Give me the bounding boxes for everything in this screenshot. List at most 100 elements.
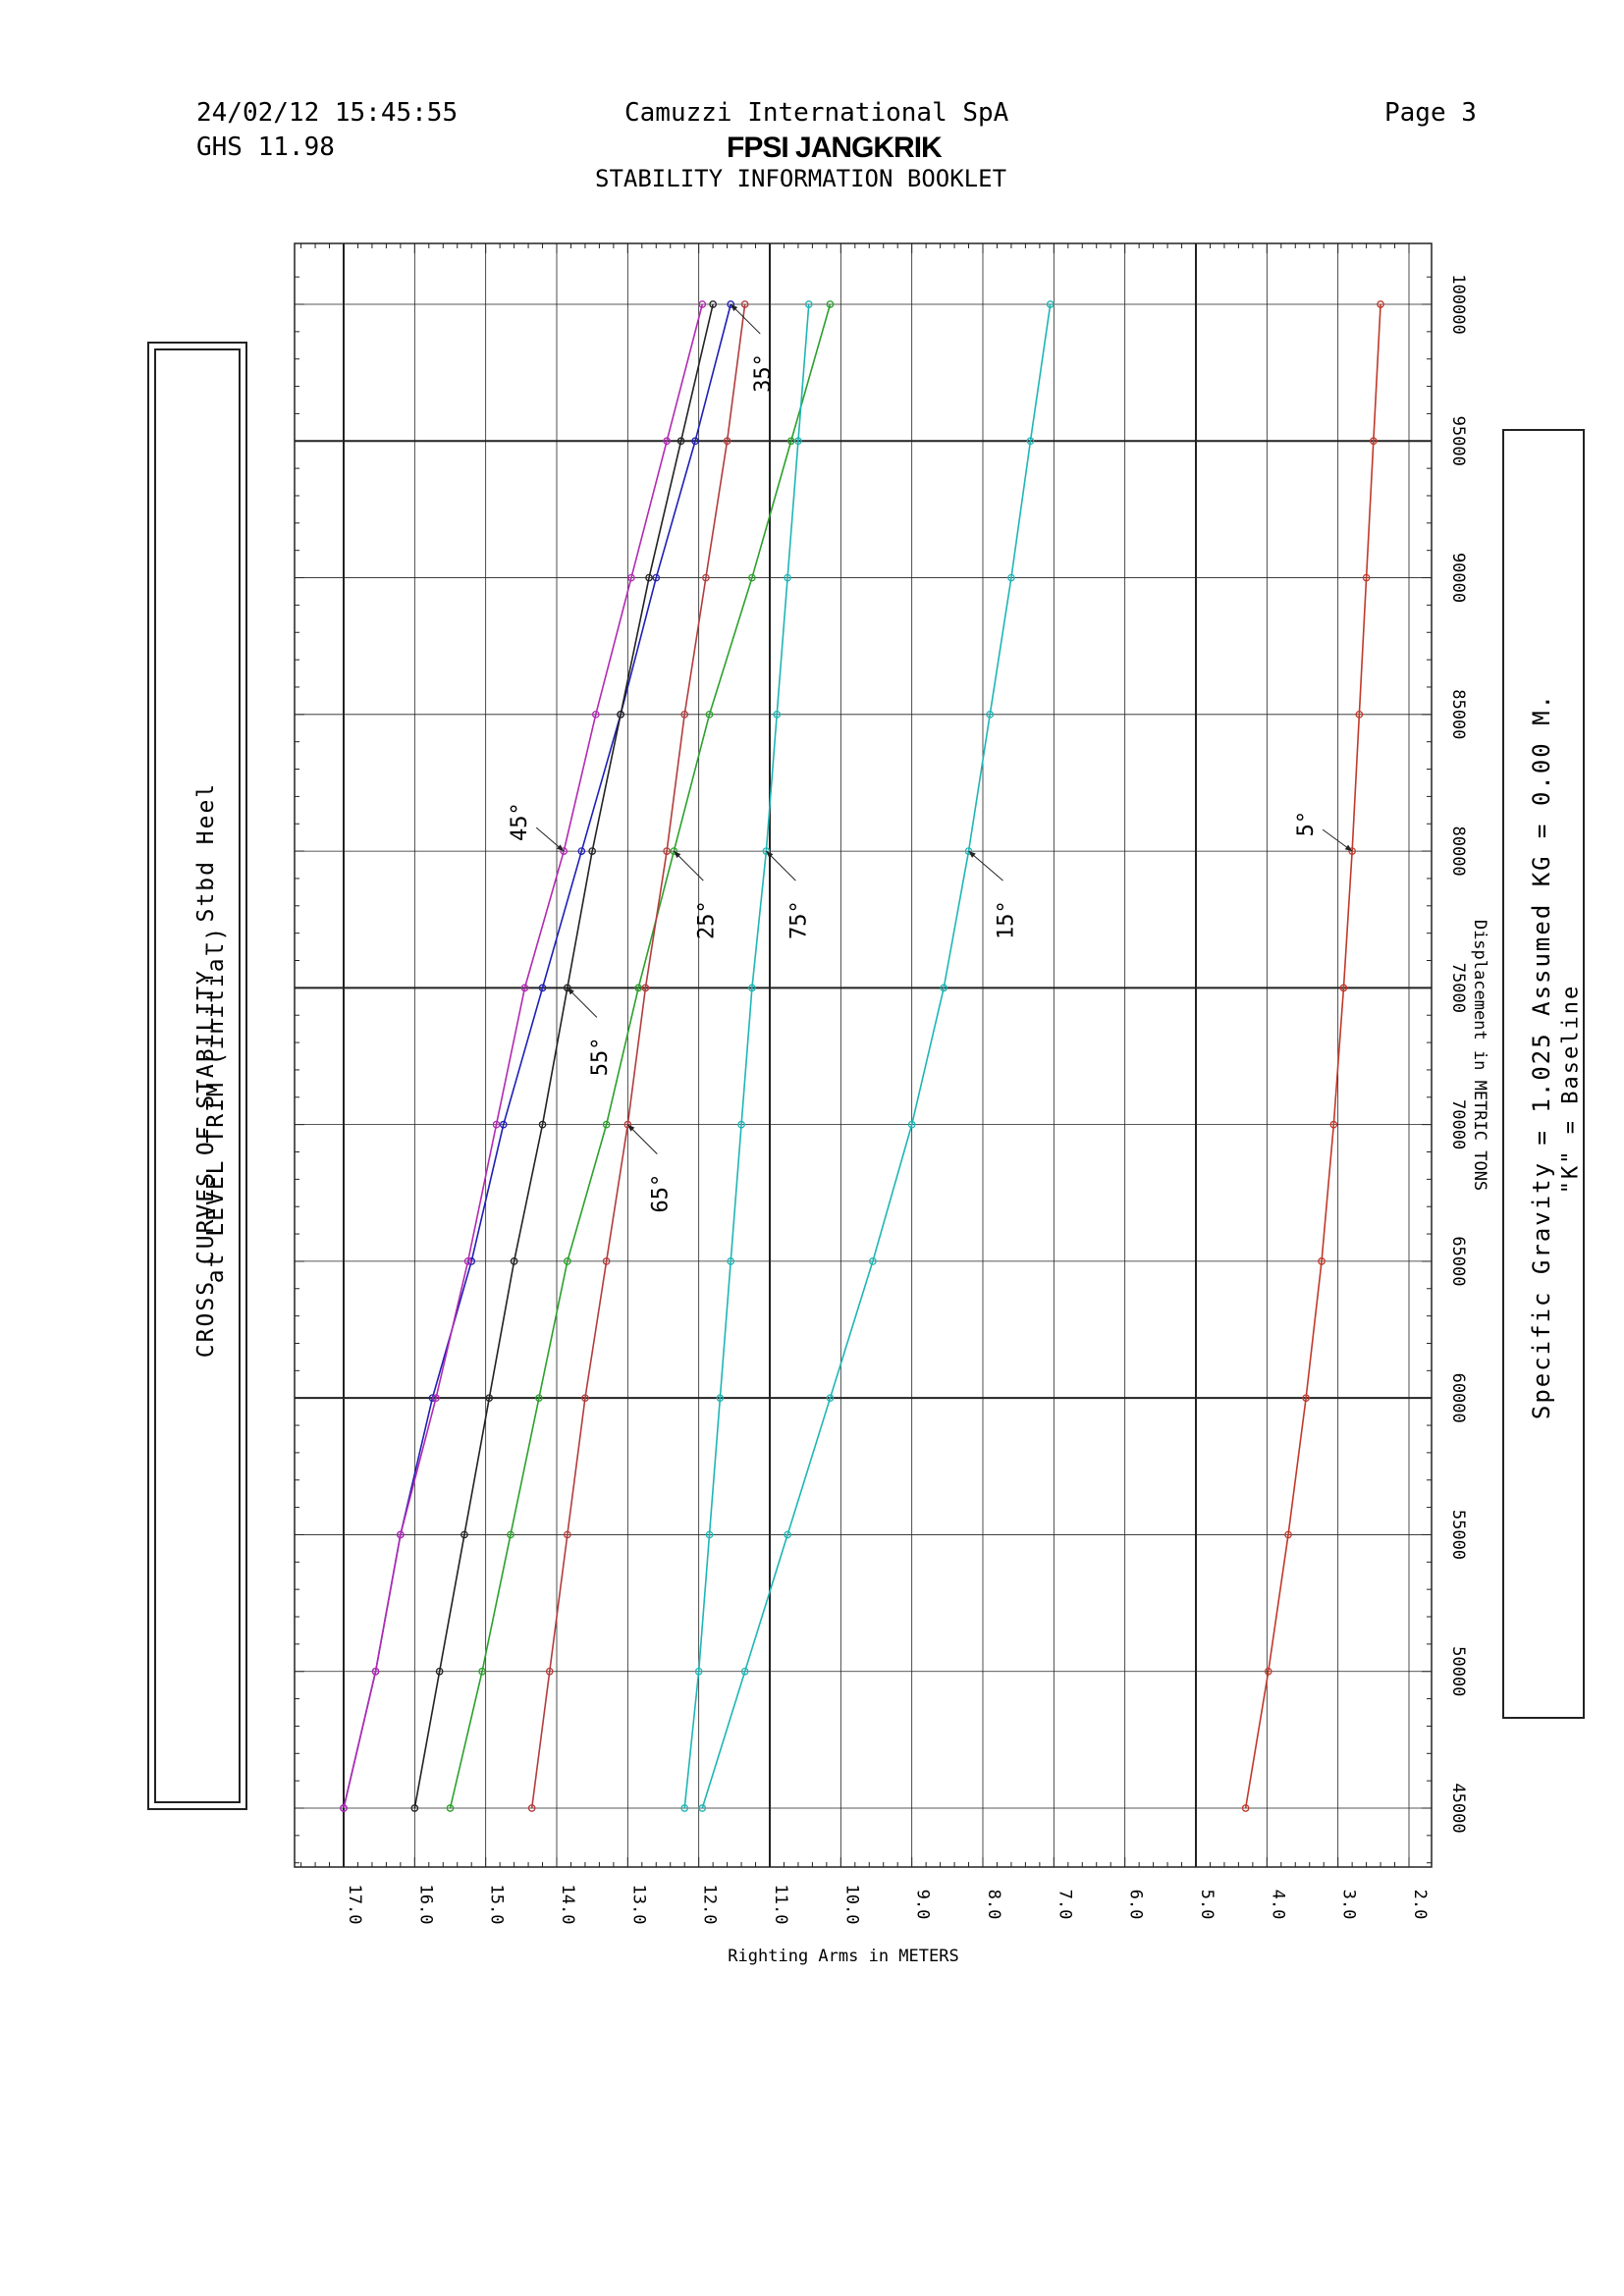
y-tick-label: 12.0	[700, 1885, 720, 1925]
data-point	[1302, 1394, 1310, 1403]
label-arrowhead	[627, 1124, 635, 1132]
header-booklet: STABILITY INFORMATION BOOKLET	[595, 165, 1007, 192]
data-point	[652, 573, 661, 582]
data-point	[762, 847, 771, 855]
data-point	[786, 437, 795, 446]
header-datetime: 24/02/12 15:45:55	[196, 98, 459, 128]
data-point	[698, 300, 707, 308]
data-point	[748, 573, 756, 582]
data-point	[869, 1257, 877, 1265]
data-point	[986, 710, 995, 719]
data-point	[663, 847, 671, 855]
x-axis-title: Displacement in METRIC TONS	[1470, 920, 1489, 1191]
data-point	[1318, 1257, 1326, 1265]
data-point	[591, 710, 600, 719]
data-point	[520, 984, 529, 992]
curve-label: 5°	[1294, 811, 1319, 837]
data-point	[663, 437, 671, 446]
data-point	[1284, 1530, 1292, 1539]
data-point	[535, 1394, 543, 1403]
data-point	[1241, 1804, 1250, 1812]
data-point	[397, 1530, 405, 1539]
data-point	[492, 1120, 501, 1129]
data-point	[691, 437, 699, 446]
data-point	[577, 847, 586, 855]
data-point	[602, 1120, 611, 1129]
data-point	[563, 1530, 571, 1539]
y-tick-label: 16.0	[415, 1885, 435, 1925]
data-point	[446, 1804, 455, 1812]
label-arrowhead	[567, 988, 574, 995]
data-point	[545, 1667, 554, 1676]
data-point	[478, 1667, 486, 1676]
data-point	[560, 847, 568, 855]
y-tick-label: 3.0	[1339, 1890, 1359, 1920]
x-tick-label: 70000	[1448, 1099, 1468, 1149]
y-tick-label: 15.0	[487, 1885, 507, 1925]
y-tick-label: 9.0	[913, 1890, 933, 1920]
data-point	[740, 1667, 749, 1676]
data-point	[581, 1394, 589, 1403]
curve-label: 15°	[995, 900, 1019, 939]
x-tick-label: 55000	[1448, 1510, 1468, 1560]
x-tick-label: 80000	[1448, 826, 1468, 876]
data-point	[1007, 573, 1015, 582]
data-point	[784, 573, 791, 582]
x-tick-label: 45000	[1448, 1783, 1468, 1833]
data-point	[371, 1667, 380, 1676]
x-tick-label: 85000	[1448, 689, 1468, 739]
data-point	[1264, 1667, 1272, 1676]
data-point	[1355, 710, 1364, 719]
data-point	[1046, 300, 1055, 308]
x-tick-label: 60000	[1448, 1373, 1468, 1423]
data-point	[907, 1120, 916, 1129]
series-layer	[340, 300, 1384, 1812]
series-line-5deg	[1244, 303, 1381, 1809]
data-point	[485, 1394, 494, 1403]
grid-layer	[294, 242, 1433, 1868]
data-point	[773, 710, 782, 719]
y-tick-label: 11.0	[771, 1885, 790, 1925]
label-arrowhead	[968, 851, 976, 858]
data-point	[740, 300, 749, 308]
data-point	[641, 984, 650, 992]
data-point	[680, 710, 689, 719]
y-tick-label: 5.0	[1197, 1890, 1217, 1920]
y-axis-title: Righting Arms in METERS	[728, 1947, 958, 1966]
header-page: Page 3	[1384, 98, 1477, 128]
curve-label: 45°	[508, 802, 532, 841]
curve-label: 65°	[648, 1174, 673, 1213]
data-point	[964, 847, 973, 855]
data-point	[627, 573, 635, 582]
data-point	[563, 1257, 571, 1265]
right-info-box	[1502, 429, 1585, 1719]
x-tick-label: 50000	[1448, 1646, 1468, 1696]
curve-label: 75°	[786, 900, 811, 939]
data-point	[804, 300, 813, 308]
plot-frame	[294, 242, 1433, 1868]
data-point	[727, 1257, 735, 1265]
label-arrowhead	[1344, 844, 1353, 852]
data-point	[499, 1120, 508, 1129]
data-point	[826, 300, 835, 308]
x-tick-label: 90000	[1448, 553, 1468, 603]
y-tick-label: 17.0	[345, 1885, 364, 1925]
curve-label: 55°	[588, 1037, 613, 1076]
y-tick-label: 7.0	[1055, 1890, 1074, 1920]
data-point	[634, 984, 643, 992]
data-point	[1329, 1120, 1338, 1129]
data-point	[340, 1804, 348, 1812]
series-line-25deg	[449, 303, 832, 1809]
series-line-75deg	[683, 303, 810, 1809]
series-line-45deg	[343, 303, 704, 1809]
data-point	[1362, 573, 1371, 582]
data-point	[527, 1804, 536, 1812]
y-tick-label: 10.0	[841, 1885, 861, 1925]
data-point	[602, 1257, 611, 1265]
data-point	[748, 984, 756, 992]
data-point	[694, 1667, 703, 1676]
data-point	[826, 1394, 835, 1403]
data-point	[563, 984, 571, 992]
data-point	[1348, 847, 1356, 855]
